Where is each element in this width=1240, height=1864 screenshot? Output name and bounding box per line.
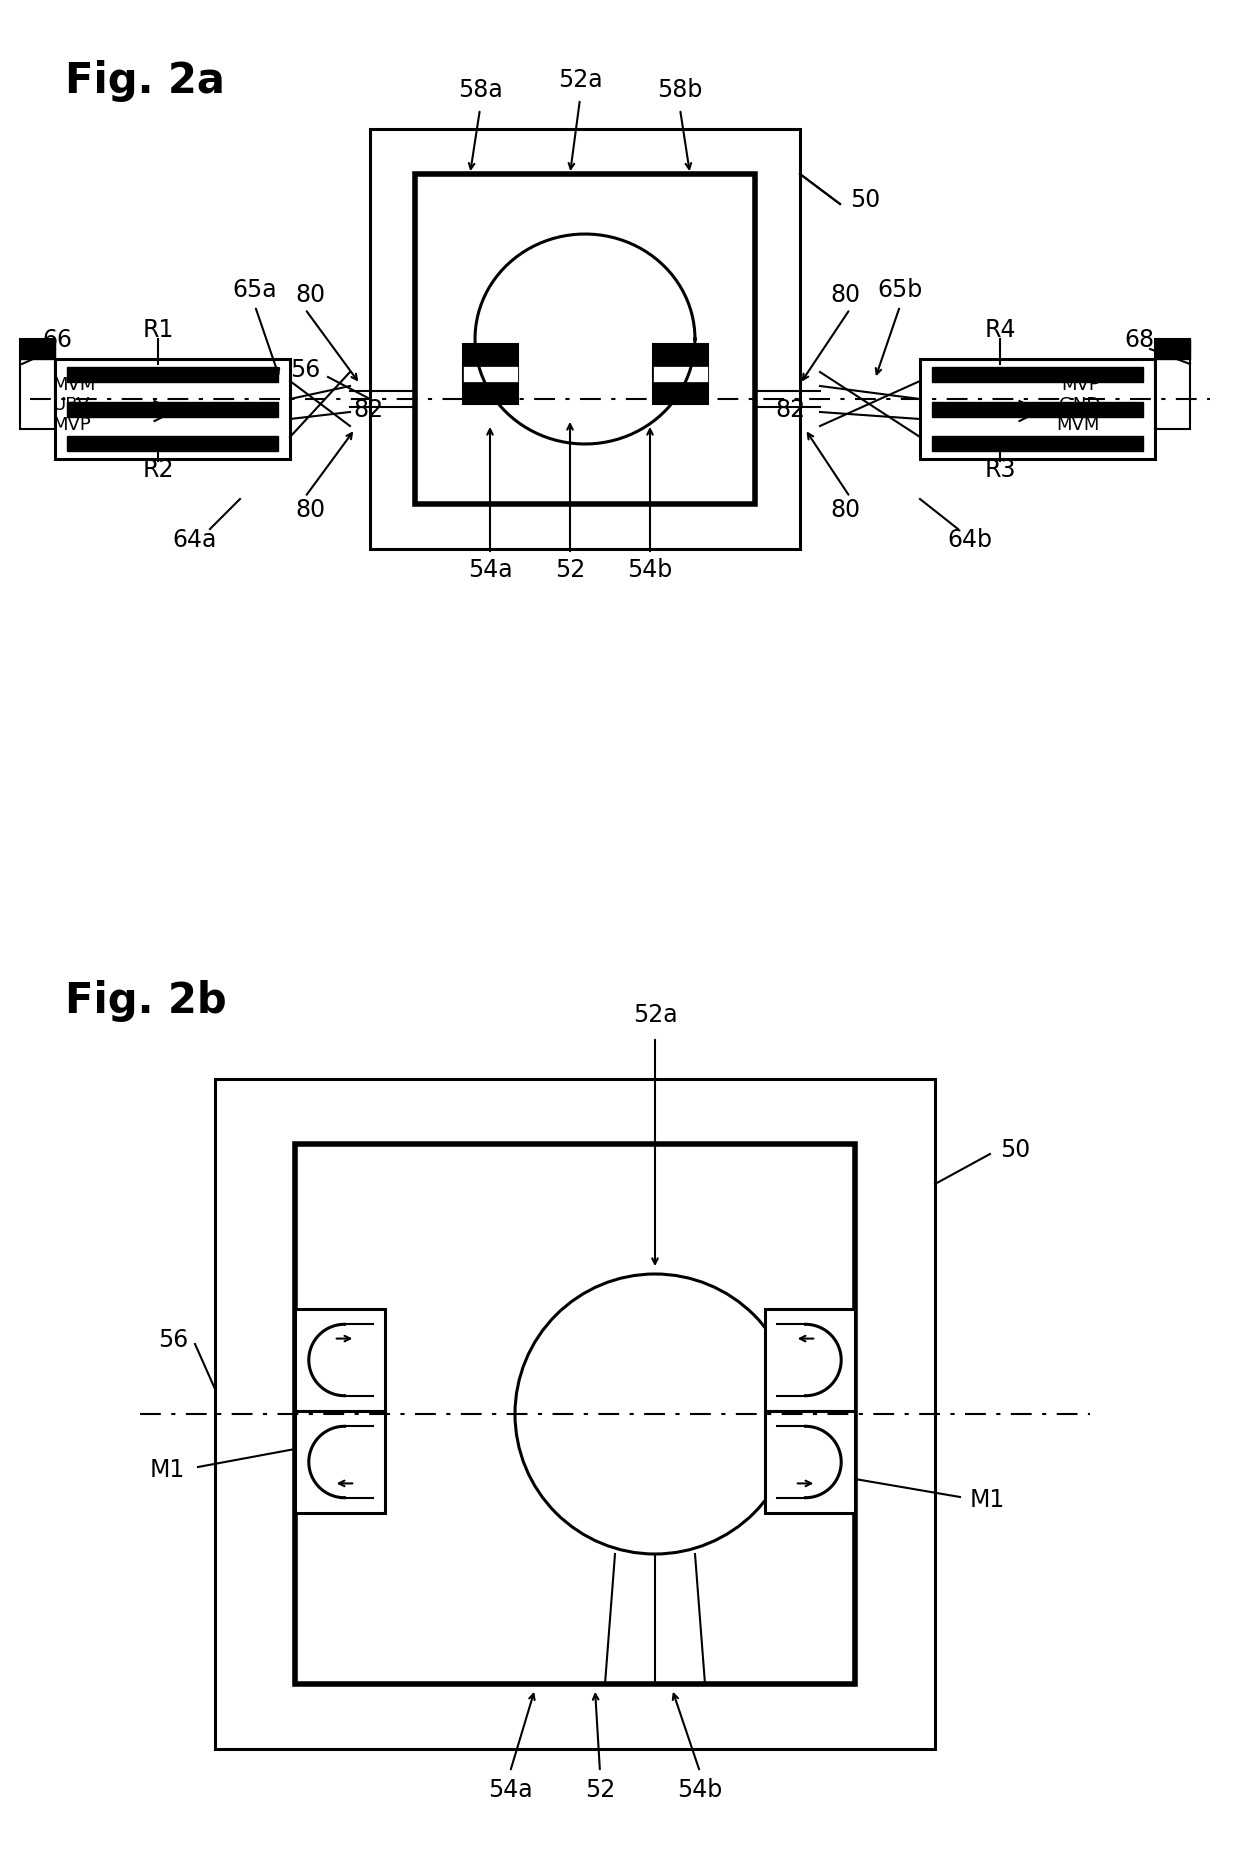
Bar bbox=[20, 339, 55, 360]
Text: M1: M1 bbox=[970, 1487, 1006, 1512]
Text: 64a: 64a bbox=[172, 528, 217, 552]
Bar bbox=[20, 339, 55, 431]
Text: GND: GND bbox=[1059, 395, 1100, 414]
Text: 56: 56 bbox=[157, 1327, 188, 1351]
Bar bbox=[653, 375, 708, 404]
Text: 66: 66 bbox=[42, 328, 72, 352]
Bar bbox=[463, 367, 518, 382]
Bar bbox=[370, 130, 800, 550]
Bar bbox=[295, 1144, 856, 1683]
Text: M1: M1 bbox=[150, 1458, 185, 1482]
Bar bbox=[67, 403, 278, 418]
Text: R1: R1 bbox=[143, 319, 174, 341]
Bar bbox=[295, 1309, 384, 1411]
Text: 82: 82 bbox=[353, 397, 383, 421]
Text: 68: 68 bbox=[1125, 328, 1154, 352]
Text: 80: 80 bbox=[830, 283, 861, 308]
Text: 65a: 65a bbox=[233, 278, 278, 302]
Text: 58a: 58a bbox=[458, 78, 502, 103]
Text: 54a: 54a bbox=[487, 1776, 532, 1801]
Text: 52a: 52a bbox=[632, 1003, 677, 1027]
Bar bbox=[653, 367, 708, 382]
Text: MVP: MVP bbox=[1061, 377, 1100, 393]
Text: 65b: 65b bbox=[878, 278, 923, 302]
Bar bbox=[55, 360, 290, 460]
Text: R2: R2 bbox=[143, 459, 174, 481]
Bar bbox=[67, 436, 278, 451]
Text: 64b: 64b bbox=[947, 528, 992, 552]
Text: R4: R4 bbox=[985, 319, 1016, 341]
Bar bbox=[463, 345, 518, 375]
Text: 58b: 58b bbox=[657, 78, 703, 103]
Text: MVP: MVP bbox=[52, 416, 91, 434]
Bar bbox=[215, 1079, 935, 1748]
Bar bbox=[1154, 339, 1190, 360]
Text: 56: 56 bbox=[290, 358, 320, 382]
Text: R3: R3 bbox=[985, 459, 1016, 481]
Text: Fig. 2a: Fig. 2a bbox=[64, 60, 224, 103]
Bar bbox=[920, 360, 1154, 460]
Bar bbox=[653, 345, 708, 375]
Bar bbox=[415, 175, 755, 505]
Bar bbox=[1154, 339, 1190, 431]
Text: 52a: 52a bbox=[558, 67, 603, 91]
Bar bbox=[932, 436, 1143, 451]
Text: 82: 82 bbox=[775, 397, 805, 421]
Text: 52: 52 bbox=[585, 1776, 615, 1801]
Text: 50: 50 bbox=[849, 188, 880, 212]
Text: MVM: MVM bbox=[52, 377, 95, 393]
Bar bbox=[765, 1411, 856, 1514]
Bar bbox=[932, 367, 1143, 382]
Text: 54a: 54a bbox=[467, 557, 512, 582]
Text: MVM: MVM bbox=[1056, 416, 1100, 434]
Text: 80: 80 bbox=[295, 498, 325, 522]
Bar bbox=[765, 1309, 856, 1411]
Text: 54b: 54b bbox=[677, 1776, 723, 1801]
Bar bbox=[67, 367, 278, 382]
Text: 54b: 54b bbox=[627, 557, 672, 582]
Bar bbox=[295, 1411, 384, 1514]
Text: 52: 52 bbox=[554, 557, 585, 582]
Text: UBV: UBV bbox=[52, 395, 89, 414]
Text: 80: 80 bbox=[830, 498, 861, 522]
Bar bbox=[463, 375, 518, 404]
Bar bbox=[932, 403, 1143, 418]
Text: 80: 80 bbox=[295, 283, 325, 308]
Text: Fig. 2b: Fig. 2b bbox=[64, 979, 227, 1021]
Text: 50: 50 bbox=[999, 1137, 1030, 1161]
